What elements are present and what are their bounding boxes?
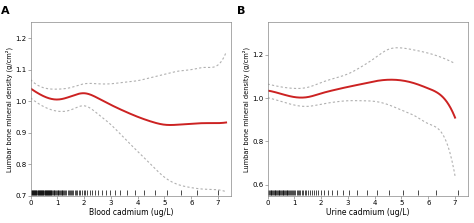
Text: A: A — [0, 6, 9, 16]
Text: B: B — [237, 6, 246, 16]
Y-axis label: Lumbar bone mineral density (g/cm²): Lumbar bone mineral density (g/cm²) — [6, 46, 13, 171]
X-axis label: Blood cadmium (ug/L): Blood cadmium (ug/L) — [89, 209, 173, 217]
X-axis label: Urine cadmium (ug/L): Urine cadmium (ug/L) — [326, 209, 410, 217]
Y-axis label: Lumbar bone mineral density (g/cm²): Lumbar bone mineral density (g/cm²) — [243, 46, 250, 171]
